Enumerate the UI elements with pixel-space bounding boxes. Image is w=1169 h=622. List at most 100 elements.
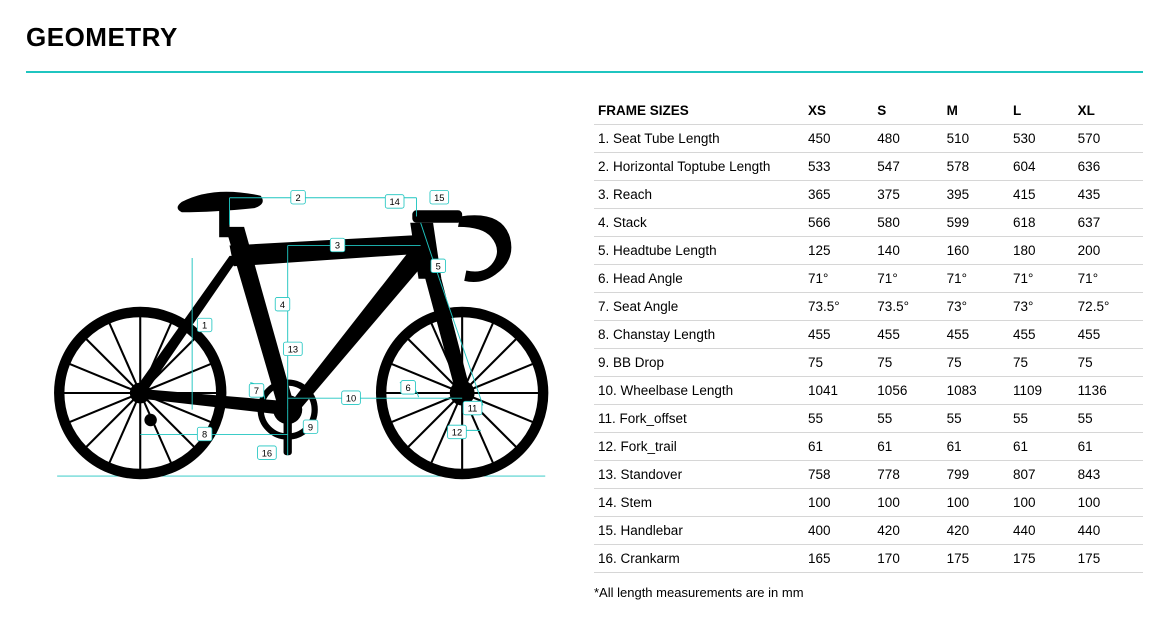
row-value: 455 — [1074, 321, 1143, 349]
content-row: 12345678910111213141516 FRAME SIZES XS S… — [26, 97, 1143, 600]
geometry-diagram: 12345678910111213141516 — [26, 123, 566, 502]
row-value: 455 — [1009, 321, 1074, 349]
svg-text:1: 1 — [202, 321, 207, 331]
header-size: XS — [804, 97, 873, 125]
row-value: 799 — [943, 461, 1009, 489]
row-label: 10. Wheelbase Length — [594, 377, 804, 405]
row-value: 61 — [943, 433, 1009, 461]
table-row: 6. Head Angle71°71°71°71°71° — [594, 265, 1143, 293]
table-row: 9. BB Drop7575757575 — [594, 349, 1143, 377]
row-value: 55 — [804, 405, 873, 433]
svg-text:8: 8 — [202, 430, 207, 440]
row-value: 455 — [873, 321, 942, 349]
row-value: 75 — [1009, 349, 1074, 377]
row-value: 75 — [873, 349, 942, 377]
svg-text:4: 4 — [280, 300, 285, 310]
svg-text:10: 10 — [346, 393, 356, 403]
row-value: 61 — [804, 433, 873, 461]
row-value: 365 — [804, 181, 873, 209]
table-row: 14. Stem100100100100100 — [594, 489, 1143, 517]
geometry-table: FRAME SIZES XS S M L XL 1. Seat Tube Len… — [594, 97, 1143, 573]
row-value: 71° — [1074, 265, 1143, 293]
row-value: 455 — [804, 321, 873, 349]
row-value: 100 — [804, 489, 873, 517]
table-header-row: FRAME SIZES XS S M L XL — [594, 97, 1143, 125]
row-value: 61 — [1009, 433, 1074, 461]
row-value: 61 — [873, 433, 942, 461]
row-value: 533 — [804, 153, 873, 181]
svg-text:3: 3 — [335, 241, 340, 251]
row-value: 1056 — [873, 377, 942, 405]
table-row: 3. Reach365375395415435 — [594, 181, 1143, 209]
row-value: 758 — [804, 461, 873, 489]
svg-text:16: 16 — [262, 448, 272, 458]
row-value: 570 — [1074, 125, 1143, 153]
row-value: 55 — [943, 405, 1009, 433]
row-value: 375 — [873, 181, 942, 209]
row-value: 100 — [1074, 489, 1143, 517]
row-value: 75 — [943, 349, 1009, 377]
row-value: 400 — [804, 517, 873, 545]
row-value: 71° — [804, 265, 873, 293]
row-label: 15. Handlebar — [594, 517, 804, 545]
row-value: 100 — [873, 489, 942, 517]
svg-text:7: 7 — [254, 386, 259, 396]
row-value: 843 — [1074, 461, 1143, 489]
row-value: 73.5° — [804, 293, 873, 321]
row-value: 200 — [1074, 237, 1143, 265]
row-value: 72.5° — [1074, 293, 1143, 321]
header-size: XL — [1074, 97, 1143, 125]
svg-text:14: 14 — [389, 197, 399, 207]
table-row: 7. Seat Angle73.5°73.5°73°73°72.5° — [594, 293, 1143, 321]
row-label: 12. Fork_trail — [594, 433, 804, 461]
section-divider — [26, 71, 1143, 73]
row-label: 1. Seat Tube Length — [594, 125, 804, 153]
row-value: 1041 — [804, 377, 873, 405]
row-value: 1109 — [1009, 377, 1074, 405]
table-row: 13. Standover758778799807843 — [594, 461, 1143, 489]
svg-text:11: 11 — [468, 404, 478, 414]
header-frame-sizes: FRAME SIZES — [594, 97, 804, 125]
row-value: 73° — [943, 293, 1009, 321]
row-value: 175 — [1009, 545, 1074, 573]
table-row: 11. Fork_offset5555555555 — [594, 405, 1143, 433]
row-value: 55 — [873, 405, 942, 433]
row-value: 440 — [1074, 517, 1143, 545]
table-row: 4. Stack566580599618637 — [594, 209, 1143, 237]
row-label: 13. Standover — [594, 461, 804, 489]
header-size: S — [873, 97, 942, 125]
row-label: 14. Stem — [594, 489, 804, 517]
row-value: 61 — [1074, 433, 1143, 461]
row-label: 8. Chanstay Length — [594, 321, 804, 349]
row-value: 175 — [943, 545, 1009, 573]
row-value: 73° — [1009, 293, 1074, 321]
row-value: 435 — [1074, 181, 1143, 209]
row-value: 415 — [1009, 181, 1074, 209]
row-value: 160 — [943, 237, 1009, 265]
row-value: 547 — [873, 153, 942, 181]
row-label: 16. Crankarm — [594, 545, 804, 573]
row-label: 11. Fork_offset — [594, 405, 804, 433]
header-size: L — [1009, 97, 1074, 125]
row-value: 604 — [1009, 153, 1074, 181]
row-value: 455 — [943, 321, 1009, 349]
row-value: 395 — [943, 181, 1009, 209]
row-label: 2. Horizontal Toptube Length — [594, 153, 804, 181]
row-value: 578 — [943, 153, 1009, 181]
row-value: 1136 — [1074, 377, 1143, 405]
row-value: 450 — [804, 125, 873, 153]
row-value: 165 — [804, 545, 873, 573]
page-title: GEOMETRY — [26, 22, 1143, 53]
svg-text:15: 15 — [434, 193, 444, 203]
table-row: 1. Seat Tube Length450480510530570 — [594, 125, 1143, 153]
row-value: 71° — [873, 265, 942, 293]
table-row: 8. Chanstay Length455455455455455 — [594, 321, 1143, 349]
row-label: 7. Seat Angle — [594, 293, 804, 321]
header-size: M — [943, 97, 1009, 125]
row-label: 4. Stack — [594, 209, 804, 237]
row-value: 100 — [1009, 489, 1074, 517]
row-value: 440 — [1009, 517, 1074, 545]
table-row: 5. Headtube Length125140160180200 — [594, 237, 1143, 265]
row-value: 510 — [943, 125, 1009, 153]
table-row: 12. Fork_trail6161616161 — [594, 433, 1143, 461]
